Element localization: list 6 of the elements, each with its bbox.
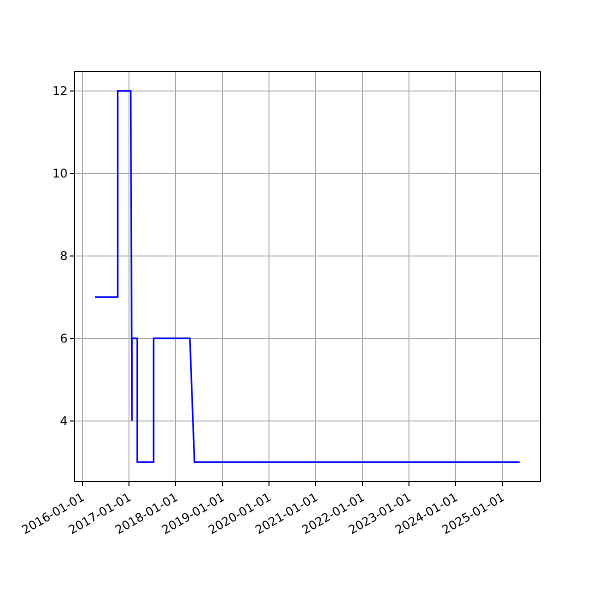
line-series <box>94 90 520 463</box>
y-tick-label: 8 <box>60 249 68 264</box>
y-tick-label: 4 <box>60 414 68 428</box>
y-tick-label: 6 <box>60 332 68 346</box>
y-tick-label: 12 <box>52 84 68 98</box>
y-tick-label: 10 <box>52 166 68 181</box>
